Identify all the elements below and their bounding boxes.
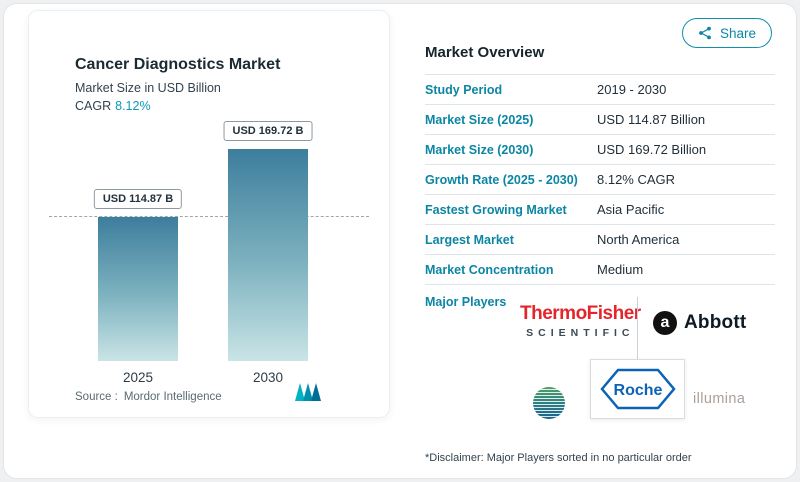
reference-dashed-line [49, 216, 369, 218]
thermo-fisher-logo: ThermoFisher SCIENTIFIC [520, 303, 641, 339]
abbott-a-icon: a [653, 311, 677, 335]
major-players-label: Major Players [425, 295, 507, 309]
bar [228, 148, 308, 361]
row-label: Market Size (2030) [425, 142, 534, 157]
x-axis-tick-label: 2025 [122, 370, 154, 385]
row-label: Fastest Growing Market [425, 202, 567, 217]
row-label: Largest Market [425, 232, 514, 247]
overview-title: Market Overview [425, 44, 545, 61]
row-label: Market Concentration [425, 262, 554, 277]
row-value: USD 169.72 Billion [597, 142, 707, 157]
x-axis-tick-label: 2030 [252, 370, 284, 385]
illumina-wordmark: illumina [693, 391, 746, 407]
disclaimer-text: *Disclaimer: Major Players sorted in no … [425, 452, 692, 464]
market-overview-panel: Market Overview Study Period 2019 - 2030… [425, 44, 775, 464]
share-button[interactable]: Share [681, 18, 772, 48]
row-value: 8.12% CAGR [597, 172, 676, 187]
cagr-label: CAGR [75, 99, 112, 113]
mordor-intelligence-logo [295, 383, 321, 401]
bar-chart-plot: USD 114.87 B USD 169.72 B 2025 2030 [47, 120, 371, 385]
table-row: Market Size (2030) USD 169.72 Billion [425, 134, 775, 164]
bar-value-label: USD 169.72 B [223, 120, 313, 141]
abbott-wordmark: Abbott [684, 312, 747, 333]
table-row: Largest Market North America [425, 224, 775, 254]
market-size-chart-card: Cancer Diagnostics Market Market Size in… [28, 10, 390, 418]
thermo-fisher-wordmark: ThermoFisher [520, 303, 641, 324]
table-row: Market Concentration Medium [425, 254, 775, 284]
roche-hexagon-icon: Roche [599, 368, 676, 410]
table-row: Study Period 2019 - 2030 [425, 74, 775, 104]
row-label: Study Period [425, 82, 503, 97]
table-row: Market Size (2025) USD 114.87 Billion [425, 104, 775, 134]
row-label: Market Size (2025) [425, 112, 534, 127]
major-players-section: Major Players ThermoFisher SCIENTIFIC a … [425, 284, 775, 436]
source-attribution: Source : Mordor Intelligence [75, 391, 222, 403]
row-value: USD 114.87 Billion [597, 112, 706, 127]
share-icon [699, 26, 711, 40]
cagr-value: 8.12% [115, 99, 151, 113]
share-button-label: Share [719, 25, 756, 41]
roche-wordmark: Roche [613, 382, 662, 399]
roche-logo: Roche [590, 359, 685, 419]
source-value: Mordor Intelligence [123, 391, 222, 403]
row-value: 2019 - 2030 [597, 82, 667, 97]
chart-title: Cancer Diagnostics Market [75, 56, 281, 73]
logo-divider-line [637, 297, 638, 361]
bar [98, 217, 178, 361]
thermo-fisher-scientific-text: SCIENTIFIC [526, 327, 635, 339]
table-row: Fastest Growing Market Asia Pacific [425, 194, 775, 224]
biomerieux-sphere-logo [533, 387, 565, 419]
row-value: Asia Pacific [597, 202, 665, 217]
bar-value-label: USD 114.87 B [93, 189, 183, 210]
chart-subtitle: Market Size in USD Billion [75, 81, 221, 95]
table-row: Growth Rate (2025 - 2030) 8.12% CAGR [425, 164, 775, 194]
row-value: North America [597, 232, 680, 247]
row-label: Growth Rate (2025 - 2030) [425, 172, 578, 187]
row-value: Medium [597, 262, 644, 277]
cagr-line: CAGR 8.12% [75, 99, 151, 113]
abbott-logo: a Abbott [653, 311, 746, 335]
source-label: Source : [75, 391, 118, 403]
